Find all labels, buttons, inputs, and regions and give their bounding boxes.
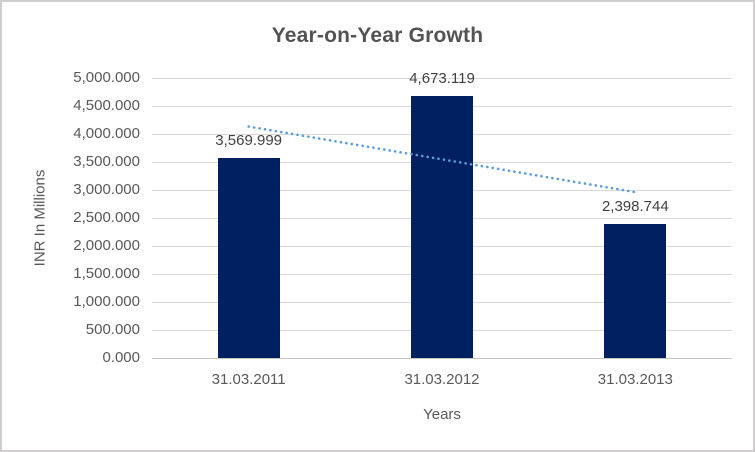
x-axis-title: Years xyxy=(423,406,461,423)
chart-title: Year-on-Year Growth xyxy=(271,24,484,47)
data-label: 4,673.119 xyxy=(409,70,475,88)
y-tick-label: 5,000.000 xyxy=(73,69,140,86)
y-tick-label: 3,500.000 xyxy=(73,153,140,170)
bar xyxy=(411,96,473,358)
y-tick-label: 2,500.000 xyxy=(73,209,140,226)
y-tick-label: 4,500.000 xyxy=(73,97,140,114)
data-label: 3,569.999 xyxy=(215,132,283,150)
y-tick-label: 1,500.000 xyxy=(73,265,140,282)
x-tick-label: 31.03.2012 xyxy=(404,371,480,388)
y-tick-label: 0.000 xyxy=(102,349,140,366)
x-axis-line xyxy=(152,357,732,359)
y-tick-label: 3,000.000 xyxy=(73,181,140,198)
x-tick-label: 31.03.2013 xyxy=(597,371,673,388)
bar xyxy=(217,158,280,358)
bar xyxy=(604,223,667,358)
y-tick-label: 4,000.000 xyxy=(73,125,140,142)
y-tick-label: 500.000 xyxy=(85,321,140,338)
y-tick-label: 1,000.000 xyxy=(73,293,140,310)
y-tick-label: 2,000.000 xyxy=(73,237,140,254)
data-label: 2,398.744 xyxy=(601,197,669,215)
y-gridline xyxy=(152,77,732,79)
x-tick-label: 31.03.2011 xyxy=(211,371,286,388)
